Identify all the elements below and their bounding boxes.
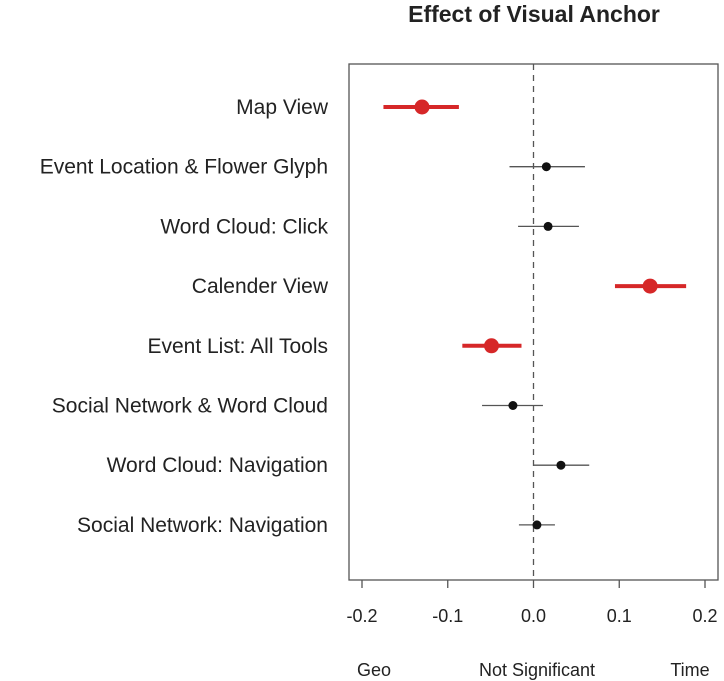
x-tick-label: -0.2 bbox=[346, 606, 377, 626]
x-tick-label: -0.1 bbox=[432, 606, 463, 626]
category-label: Event List: All Tools bbox=[147, 335, 328, 358]
point-estimate bbox=[556, 460, 566, 470]
category-label: Social Network & Word Cloud bbox=[52, 395, 328, 418]
chart-title: Effect of Visual Anchor bbox=[408, 1, 660, 27]
point-estimate bbox=[414, 99, 430, 115]
x-axis: -0.2 -0.1 0.0 0.1 0.2 bbox=[346, 580, 718, 626]
bottom-label: Time bbox=[670, 660, 709, 680]
category-label: Calender View bbox=[192, 275, 329, 298]
point-estimate bbox=[532, 520, 542, 530]
category-label: Event Location & Flower Glyph bbox=[40, 156, 328, 179]
category-label: Word Cloud: Navigation bbox=[107, 454, 328, 477]
point-estimate bbox=[543, 221, 553, 231]
bottom-label: Geo bbox=[357, 660, 391, 680]
x-tick-label: 0.2 bbox=[692, 606, 717, 626]
point-estimate bbox=[541, 162, 551, 172]
data-marks bbox=[383, 99, 687, 530]
category-label: Word Cloud: Click bbox=[160, 215, 328, 238]
x-tick-label: 0.1 bbox=[607, 606, 632, 626]
bottom-labels: Geo Not Significant Time bbox=[357, 660, 710, 680]
point-estimate bbox=[642, 278, 658, 294]
point-estimate bbox=[508, 401, 518, 410]
category-labels: Map View Event Location & Flower Glyph Wor… bbox=[40, 96, 329, 537]
category-label: Social Network: Navigation bbox=[77, 514, 328, 537]
point-estimate bbox=[483, 338, 499, 354]
bottom-label: Not Significant bbox=[479, 660, 595, 680]
category-label: Map View bbox=[236, 96, 329, 119]
x-tick-label: 0.0 bbox=[521, 606, 546, 626]
